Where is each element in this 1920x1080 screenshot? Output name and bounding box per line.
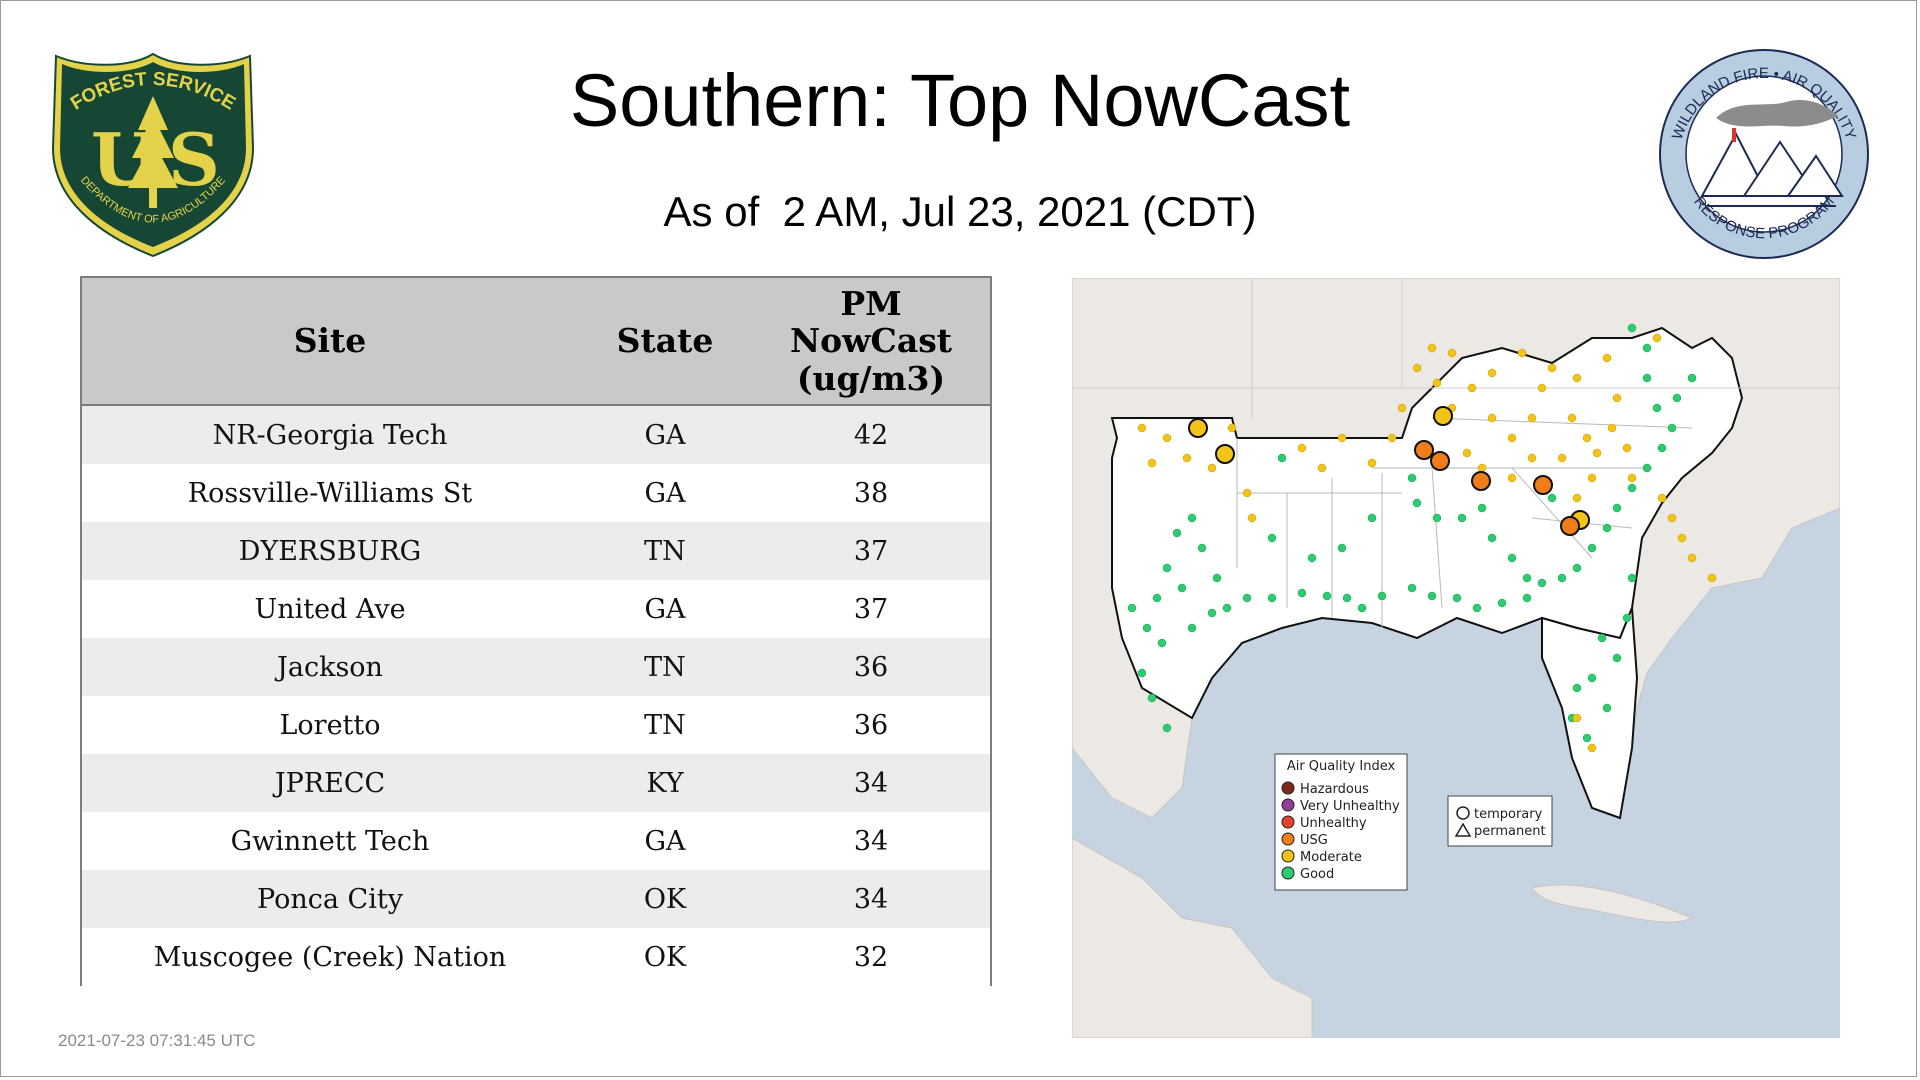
cell-value: 34 [853, 767, 889, 799]
legend-label-moderate: Moderate [1300, 850, 1362, 865]
table-row: Muscogee (Creek) Nation OK 32 [82, 928, 990, 986]
aqi-legend: Air Quality Index Hazardous Very Unhealt… [1274, 753, 1408, 891]
table-row: DYERSBURG TN 37 [82, 522, 990, 580]
land-yucatan [1072, 837, 1313, 1038]
cell-state: GA [644, 477, 686, 509]
cell-site: Muscogee (Creek) Nation [153, 941, 507, 973]
cell-state: GA [644, 419, 686, 451]
cell-site: DYERSBURG [238, 535, 422, 567]
legend-label-usg: USG [1300, 833, 1328, 848]
legend-label-good: Good [1300, 867, 1334, 882]
legend-swatch-moderate [1281, 849, 1295, 863]
table-row: JPRECC KY 34 [82, 754, 990, 812]
cell-site: Jackson [277, 651, 383, 683]
cell-value: 37 [853, 593, 889, 625]
header-pm-line-3: (ug/m3) [796, 358, 946, 398]
header-pm-line-1: PM [840, 284, 902, 324]
legend-label-very-unhealthy: Very Unhealthy [1300, 799, 1400, 814]
table-header: Site State PM NowCast (ug/m3) [82, 278, 990, 406]
mountains-icon [1700, 131, 1844, 207]
legend-swatch-unhealthy [1281, 815, 1295, 829]
table-row: Loretto TN 36 [82, 696, 990, 754]
cell-site: Rossville-Williams St [187, 477, 473, 509]
air-quality-map: Air Quality Index Hazardous Very Unhealt… [1072, 278, 1840, 1038]
aqi-legend-title: Air Quality Index [1287, 759, 1396, 774]
page-title: Southern: Top NowCast [569, 59, 1351, 142]
cell-site: United Ave [254, 593, 406, 625]
temporary-circle-icon [1456, 806, 1470, 820]
top-sites [1188, 406, 1590, 536]
legend-label-hazardous: Hazardous [1300, 782, 1369, 797]
fire-marker-icon [1732, 128, 1736, 142]
cell-state: OK [643, 941, 687, 973]
table-body: NR-Georgia Tech GA 42 Rossville-Williams… [82, 406, 990, 986]
moderate-sites [1137, 333, 1717, 753]
cell-state: TN [644, 709, 686, 741]
wildland-fire-air-quality-logo: WILDLAND FIRE • AIR QUALITY RESPONSE PRO… [1659, 49, 1869, 259]
shape-legend: temporary permanent [1447, 795, 1553, 847]
cell-site: Gwinnett Tech [230, 825, 430, 857]
legend-swatch-hazardous [1281, 781, 1295, 795]
legend-swatch-usg [1281, 832, 1295, 846]
nowcast-table: Site State PM NowCast (ug/m3) NR-Georgia… [80, 276, 992, 986]
cell-value: 36 [853, 651, 889, 683]
table-row: United Ave GA 37 [82, 580, 990, 638]
good-sites [1127, 323, 1697, 743]
header-state: State [616, 321, 714, 361]
cell-site: JPRECC [274, 767, 386, 799]
shape-legend-permanent: permanent [1474, 824, 1546, 839]
pine-tree-icon [128, 96, 178, 208]
cell-state: TN [644, 535, 686, 567]
header-pm-nowcast: PM NowCast (ug/m3) [752, 285, 990, 397]
table-row: Ponca City OK 34 [82, 870, 990, 928]
cell-site: NR-Georgia Tech [212, 419, 448, 451]
cell-value: 34 [853, 825, 889, 857]
cell-state: GA [644, 825, 686, 857]
cell-value: 34 [853, 883, 889, 915]
cell-site: Loretto [279, 709, 381, 741]
map-canvas: Air Quality Index Hazardous Very Unhealt… [1072, 278, 1840, 1038]
permanent-triangle-icon [1454, 822, 1472, 837]
smoke-plume-icon [1716, 99, 1838, 127]
land-cuba [1531, 884, 1694, 923]
shape-legend-temporary: temporary [1474, 807, 1543, 822]
florida-peninsula [1541, 607, 1639, 820]
table-row: Gwinnett Tech GA 34 [82, 812, 990, 870]
cell-value: 36 [853, 709, 889, 741]
table-row: Jackson TN 36 [82, 638, 990, 696]
cell-value: 32 [853, 941, 889, 973]
cell-value: 37 [853, 535, 889, 567]
cell-state: TN [644, 651, 686, 683]
cell-state: OK [643, 883, 687, 915]
legend-swatch-very-unhealthy [1281, 798, 1295, 812]
generated-timestamp: 2021-07-23 07:31:45 UTC [58, 1031, 256, 1050]
legend-label-unhealthy: Unhealthy [1300, 816, 1367, 831]
cell-site: Ponca City [257, 883, 403, 915]
cell-value: 42 [853, 419, 889, 451]
header-pm-line-2: NowCast [789, 321, 953, 361]
cell-state: GA [644, 593, 686, 625]
table-row: NR-Georgia Tech GA 42 [82, 406, 990, 464]
cell-state: KY [646, 767, 684, 799]
table-row: Rossville-Williams St GA 38 [82, 464, 990, 522]
header-site: Site [293, 321, 367, 361]
cell-value: 38 [853, 477, 889, 509]
state-borders [1072, 278, 1840, 628]
legend-swatch-good [1281, 866, 1295, 880]
southern-region [1110, 326, 1744, 720]
forest-service-logo: FOREST SERVICE DEPARTMENT OF AGRICULTURE… [51, 52, 255, 258]
page-subtitle: As of 2 AM, Jul 23, 2021 (CDT) [663, 188, 1257, 235]
